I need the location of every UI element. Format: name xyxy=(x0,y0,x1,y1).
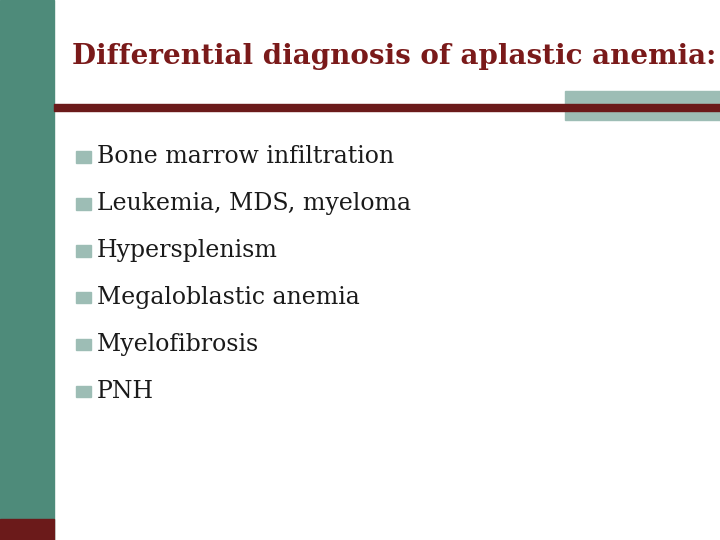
Bar xyxy=(0,0,54,540)
Text: PNH: PNH xyxy=(97,380,154,403)
Text: Myelofibrosis: Myelofibrosis xyxy=(97,333,259,356)
Text: Bone marrow infiltration: Bone marrow infiltration xyxy=(97,145,395,168)
Bar xyxy=(565,91,720,120)
Bar xyxy=(76,292,91,303)
Bar xyxy=(76,339,91,350)
Bar xyxy=(0,519,54,540)
Text: Megaloblastic anemia: Megaloblastic anemia xyxy=(97,286,360,309)
Bar xyxy=(76,198,91,210)
Bar xyxy=(76,245,91,256)
Bar xyxy=(76,386,91,397)
Bar xyxy=(76,151,91,163)
Text: Differential diagnosis of aplastic anemia:: Differential diagnosis of aplastic anemi… xyxy=(72,43,716,70)
Bar xyxy=(54,104,720,111)
Text: Hypersplenism: Hypersplenism xyxy=(97,239,278,262)
Text: Leukemia, MDS, myeloma: Leukemia, MDS, myeloma xyxy=(97,192,411,215)
